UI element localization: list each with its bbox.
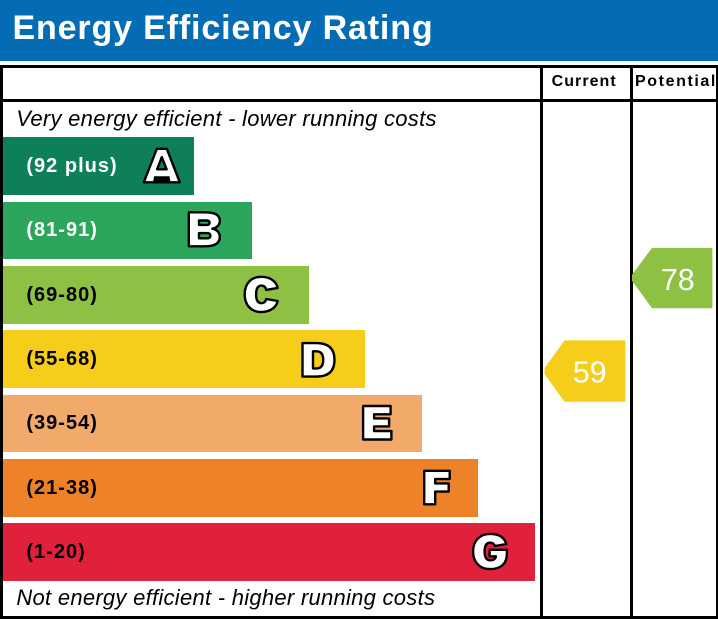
svg-text:78: 78: [661, 263, 695, 297]
svg-text:59: 59: [573, 355, 607, 389]
